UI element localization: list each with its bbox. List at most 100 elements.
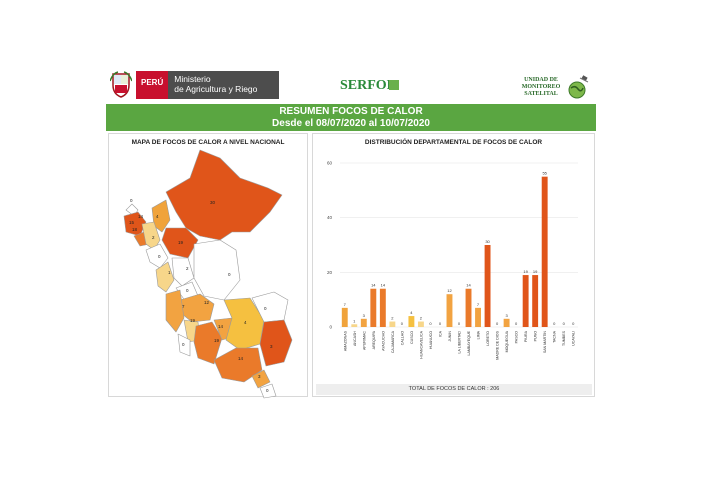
x-tick-label: CALLAO (400, 331, 404, 345)
map-label-ayacucho: 19 (214, 338, 220, 343)
x-tick-label: LAMBAYEQUE (467, 330, 471, 355)
map-label-pasco: 0 (186, 288, 189, 293)
bar-apurimac (360, 318, 367, 327)
value-label: 0 (429, 321, 432, 326)
map-label-lima: 7 (182, 304, 185, 309)
bar-junin (446, 294, 453, 327)
x-tick-label: APURIMAC (362, 331, 366, 350)
map-label-huancavelica: 19 (190, 318, 196, 323)
value-label: 12 (447, 288, 452, 293)
x-tick-label: PASCO (515, 331, 519, 344)
map-label-puno: 3 (270, 344, 273, 349)
x-tick-label: CUSCO (410, 331, 414, 344)
map-label-piura: 15 (129, 220, 135, 225)
x-tick-label: MOQUEGUA (505, 330, 509, 352)
x-tick-label: HUANUCO (429, 331, 433, 349)
header: PERÚ Ministerio de Agricultura y Riego S… (106, 68, 596, 104)
region-huanuco (171, 257, 195, 287)
bar-moquegua (503, 318, 510, 327)
map-label-la-libertad: 0 (158, 254, 161, 259)
region-loreto (165, 149, 283, 241)
serfor-logo: SERFOR (340, 78, 397, 93)
value-label: 0 (401, 321, 404, 326)
x-tick-label: LORETO (486, 331, 490, 346)
x-tick-label: LIMA (477, 330, 481, 339)
x-tick-label: ICA (438, 330, 442, 337)
map-label-arequipa: 14 (238, 356, 244, 361)
region-la-libertad (145, 243, 169, 269)
value-label: 19 (523, 269, 528, 274)
value-label: 7 (477, 302, 480, 307)
value-label: 2 (420, 316, 423, 321)
serfor-leaf-icon (389, 80, 399, 90)
x-tick-label: AREQUIPA (372, 330, 376, 349)
ministry-name: Ministerio de Agricultura y Riego (168, 71, 280, 99)
map-label-lambayeque: 14 (138, 214, 144, 219)
bar-puno (532, 275, 539, 327)
map-label-ucayali: 0 (228, 272, 231, 277)
bar-cusco (408, 316, 415, 327)
value-label: 0 (572, 321, 575, 326)
bar-huancavelica (417, 321, 424, 327)
x-tick-label: ANCASH (353, 331, 357, 346)
value-label: 7 (344, 302, 347, 307)
region-puno (259, 319, 293, 367)
map-label-moquegua: 3 (258, 374, 261, 379)
bar-arequipa (370, 288, 377, 327)
region-ayacucho (193, 321, 223, 365)
x-tick-label: HUANCAVELICA (419, 330, 423, 358)
map-label-ica: 0 (182, 342, 185, 347)
value-label: 4 (410, 310, 413, 315)
value-label: 0 (515, 321, 518, 326)
map-label-san-martin: 19 (178, 240, 184, 245)
value-label: 14 (466, 283, 471, 288)
title-banner: RESUMEN FOCOS DE CALOR Desde el 08/07/20… (106, 104, 596, 131)
value-label: 19 (533, 269, 538, 274)
chart-title: DISTRIBUCIÓN DEPARTAMENTAL DE FOCOS DE C… (364, 139, 543, 146)
value-label: 55 (542, 171, 547, 176)
map-label-cusco: 4 (244, 320, 247, 325)
x-tick-label: AMAZONAS (343, 330, 347, 351)
value-label: 0 (553, 321, 556, 326)
region-madre-de-dios (251, 291, 289, 323)
value-label: 0 (458, 321, 461, 326)
map-label-tacna: 0 (266, 388, 269, 393)
bar-amazonas (341, 307, 348, 327)
bar-ancash (351, 324, 358, 327)
banner-subtitle: Desde el 08/07/2020 al 10/07/2020 (272, 118, 430, 129)
y-tick-label: 20 (327, 270, 333, 275)
x-tick-label: SAN MARTIN (543, 331, 547, 354)
value-label: 1 (353, 318, 356, 323)
region-cusco (223, 297, 265, 351)
region-lima (165, 289, 185, 333)
x-tick-label: MADRE DE DIOS (496, 330, 500, 359)
monitoring-unit-label: UNIDAD DE MONITOREO SATELITAL (516, 77, 566, 98)
map-label-cajamarca: 2 (152, 235, 155, 240)
unit-line-3: SATELITAL (524, 91, 558, 97)
value-label: 0 (439, 321, 442, 326)
bar-ayacucho (379, 288, 386, 327)
x-tick-label: TUMBES (562, 330, 566, 346)
map-label-madre-de-dios: 0 (264, 306, 267, 311)
x-tick-label: AYACUCHO (381, 331, 385, 351)
x-tick-label: PUNO (534, 331, 538, 342)
x-tick-label: PIURA (524, 330, 528, 342)
region-tacna (259, 383, 277, 399)
ministry-line-1: Ministerio (174, 74, 211, 84)
value-label: 3 (363, 313, 366, 318)
ministry-line-2: de Agricultura y Riego (174, 84, 258, 94)
map-label-tumbes: 0 (130, 198, 133, 203)
map-label-huanuco: 2 (186, 266, 189, 271)
bar-san-martin (541, 176, 548, 327)
x-tick-label: CAJAMARCA (391, 330, 395, 353)
x-tick-label: UCAYALI (572, 331, 576, 346)
map-title: MAPA DE FOCOS DE CALOR A NIVEL NACIONAL (131, 139, 285, 146)
ministry-logo: PERÚ Ministerio de Agricultura y Riego (110, 71, 280, 99)
map-label-junin: 12 (204, 300, 210, 305)
bar-piura (522, 275, 529, 327)
value-label: 14 (381, 283, 386, 288)
unit-line-1: UNIDAD DE (524, 77, 558, 83)
region-ucayali (193, 239, 241, 301)
bar-lima (475, 307, 481, 327)
